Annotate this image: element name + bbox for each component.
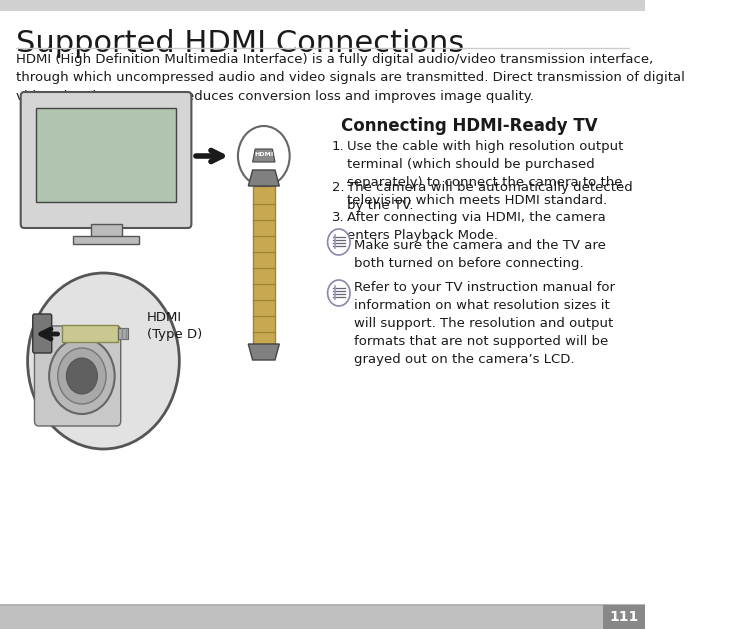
- Circle shape: [238, 126, 289, 186]
- Bar: [253, 186, 275, 344]
- Text: Connecting HDMI-Ready TV: Connecting HDMI-Ready TV: [340, 117, 597, 135]
- Text: Make sure the camera and the TV are
both turned on before connecting.: Make sure the camera and the TV are both…: [355, 239, 606, 270]
- Polygon shape: [248, 170, 279, 186]
- Polygon shape: [248, 344, 279, 360]
- Bar: [118, 328, 129, 339]
- Bar: [62, 325, 118, 342]
- Text: 2.: 2.: [332, 181, 345, 194]
- Bar: [91, 224, 122, 238]
- Circle shape: [58, 348, 106, 404]
- Circle shape: [328, 280, 350, 306]
- Circle shape: [49, 338, 114, 414]
- Polygon shape: [253, 149, 275, 162]
- Text: Use the cable with high resolution output
terminal (which should be purchased
se: Use the cable with high resolution outpu…: [347, 140, 624, 207]
- FancyBboxPatch shape: [34, 326, 120, 426]
- Bar: [0, 0, 645, 11]
- FancyBboxPatch shape: [33, 314, 52, 353]
- Text: Refer to your TV instruction manual for
information on what resolution sizes it
: Refer to your TV instruction manual for …: [355, 281, 616, 366]
- Text: HDMI: HDMI: [254, 152, 274, 157]
- Text: Supported HDMI Connections: Supported HDMI Connections: [16, 29, 464, 58]
- Bar: [73, 236, 139, 244]
- Bar: [36, 108, 176, 202]
- Text: 3.: 3.: [332, 211, 345, 224]
- Circle shape: [28, 273, 180, 449]
- Text: 111: 111: [610, 610, 639, 624]
- Bar: [0, 605, 645, 629]
- Text: HDMI
(Type D): HDMI (Type D): [147, 311, 202, 341]
- Circle shape: [328, 229, 350, 255]
- Text: 1.: 1.: [332, 140, 345, 153]
- Bar: [604, 605, 645, 629]
- FancyBboxPatch shape: [21, 92, 191, 228]
- Text: HDMI (High Definition Multimedia Interface) is a fully digital audio/video trans: HDMI (High Definition Multimedia Interfa…: [16, 53, 684, 103]
- Text: The camera will be automatically detected
by the TV.: The camera will be automatically detecte…: [347, 181, 634, 212]
- Text: After connecting via HDMI, the camera
enters Playback Mode.: After connecting via HDMI, the camera en…: [347, 211, 606, 242]
- Circle shape: [67, 358, 97, 394]
